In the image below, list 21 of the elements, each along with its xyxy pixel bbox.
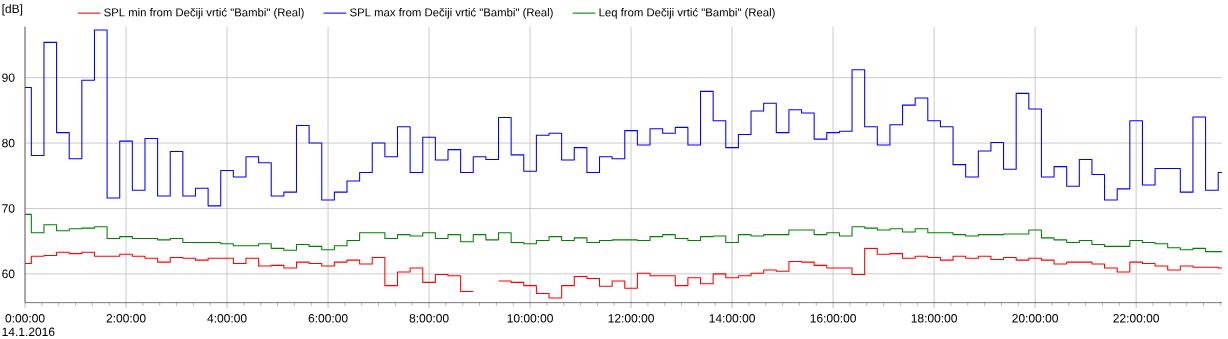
legend-label: SPL min from Dečiji vrtić "Bambi" (Real) bbox=[104, 7, 304, 19]
x-tick-label: 22:00:00 bbox=[1113, 314, 1160, 323]
x-tick-label: 6:00:00 bbox=[308, 314, 348, 323]
x-tick-label: 8:00:00 bbox=[409, 314, 449, 323]
x-tick-label: 12:00:00 bbox=[608, 314, 654, 323]
y-tick-label: 60 bbox=[2, 269, 15, 279]
x-tick-label: 20:00:00 bbox=[1012, 314, 1059, 323]
legend-label: SPL max from Dečiji vrtić "Bambi" (Real) bbox=[350, 7, 553, 19]
y-tick-label: 80 bbox=[2, 138, 15, 148]
x-tick-label: 18:00:00 bbox=[911, 314, 957, 323]
y-tick-label: 70 bbox=[2, 204, 15, 213]
x-tick-label: 10:00:00 bbox=[507, 314, 553, 323]
x-tick-label: 16:00:00 bbox=[810, 314, 856, 323]
text: 14.1.2016 bbox=[2, 327, 55, 337]
y-axis-title: [dB] bbox=[2, 4, 23, 16]
x-tick-label: 4:00:00 bbox=[207, 314, 247, 323]
x-tick-label: 14:00:00 bbox=[709, 314, 755, 323]
x-tick-label: 0:00:00 bbox=[5, 314, 45, 323]
legend-label: Leq from Dečiji vrtić "Bambi" (Real) bbox=[599, 7, 775, 19]
y-tick-label: 90 bbox=[2, 73, 15, 82]
x-tick-label: 2:00:00 bbox=[106, 314, 146, 323]
